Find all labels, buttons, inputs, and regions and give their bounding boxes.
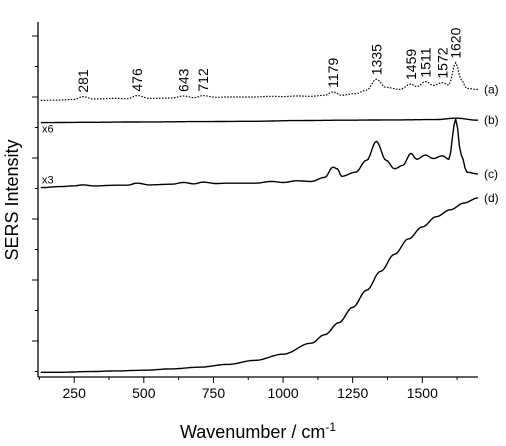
y-axis-title: SERS Intensity bbox=[2, 139, 22, 260]
series-line-d bbox=[40, 197, 479, 373]
y-axis-ticks bbox=[32, 35, 38, 372]
x-axis-title: Wavenumber / cm-1 bbox=[180, 420, 336, 442]
x-tick-label-250: 250 bbox=[63, 385, 87, 401]
peak-label-1620: 1620 bbox=[448, 27, 464, 58]
peak-label-643: 643 bbox=[176, 68, 192, 92]
peak-label-1179: 1179 bbox=[325, 58, 341, 88]
peak-label-1572: 1572 bbox=[434, 47, 450, 78]
trace-label-b: (b) bbox=[484, 113, 499, 127]
series-layer: (a) (b) (c) (d) bbox=[40, 61, 499, 373]
x-tick-label-750: 750 bbox=[202, 385, 226, 401]
series-line-c bbox=[40, 119, 479, 189]
x-axis-ticks: 250 500 750 1000 1250 1500 bbox=[38, 377, 458, 401]
x-tick-label-1500: 1500 bbox=[407, 385, 438, 401]
x-tick-label-500: 500 bbox=[132, 385, 156, 401]
x-tick-label-1000: 1000 bbox=[267, 385, 298, 401]
trace-label-d: (d) bbox=[484, 191, 499, 205]
peak-label-1335: 1335 bbox=[368, 44, 384, 75]
peak-label-712: 712 bbox=[195, 68, 211, 92]
peak-label-1511: 1511 bbox=[417, 47, 433, 77]
series-line-a bbox=[40, 61, 479, 101]
peak-label-476: 476 bbox=[129, 68, 145, 92]
x-tick-label-1250: 1250 bbox=[337, 385, 368, 401]
series-line-b bbox=[40, 117, 478, 124]
trace-label-a: (a) bbox=[484, 82, 499, 96]
peak-label-281: 281 bbox=[75, 69, 91, 93]
multiplier-label-b: x6 bbox=[42, 124, 54, 136]
trace-label-c: (c) bbox=[484, 167, 498, 181]
multiplier-label-c: x3 bbox=[42, 175, 54, 187]
peak-label-1459: 1459 bbox=[403, 49, 419, 80]
